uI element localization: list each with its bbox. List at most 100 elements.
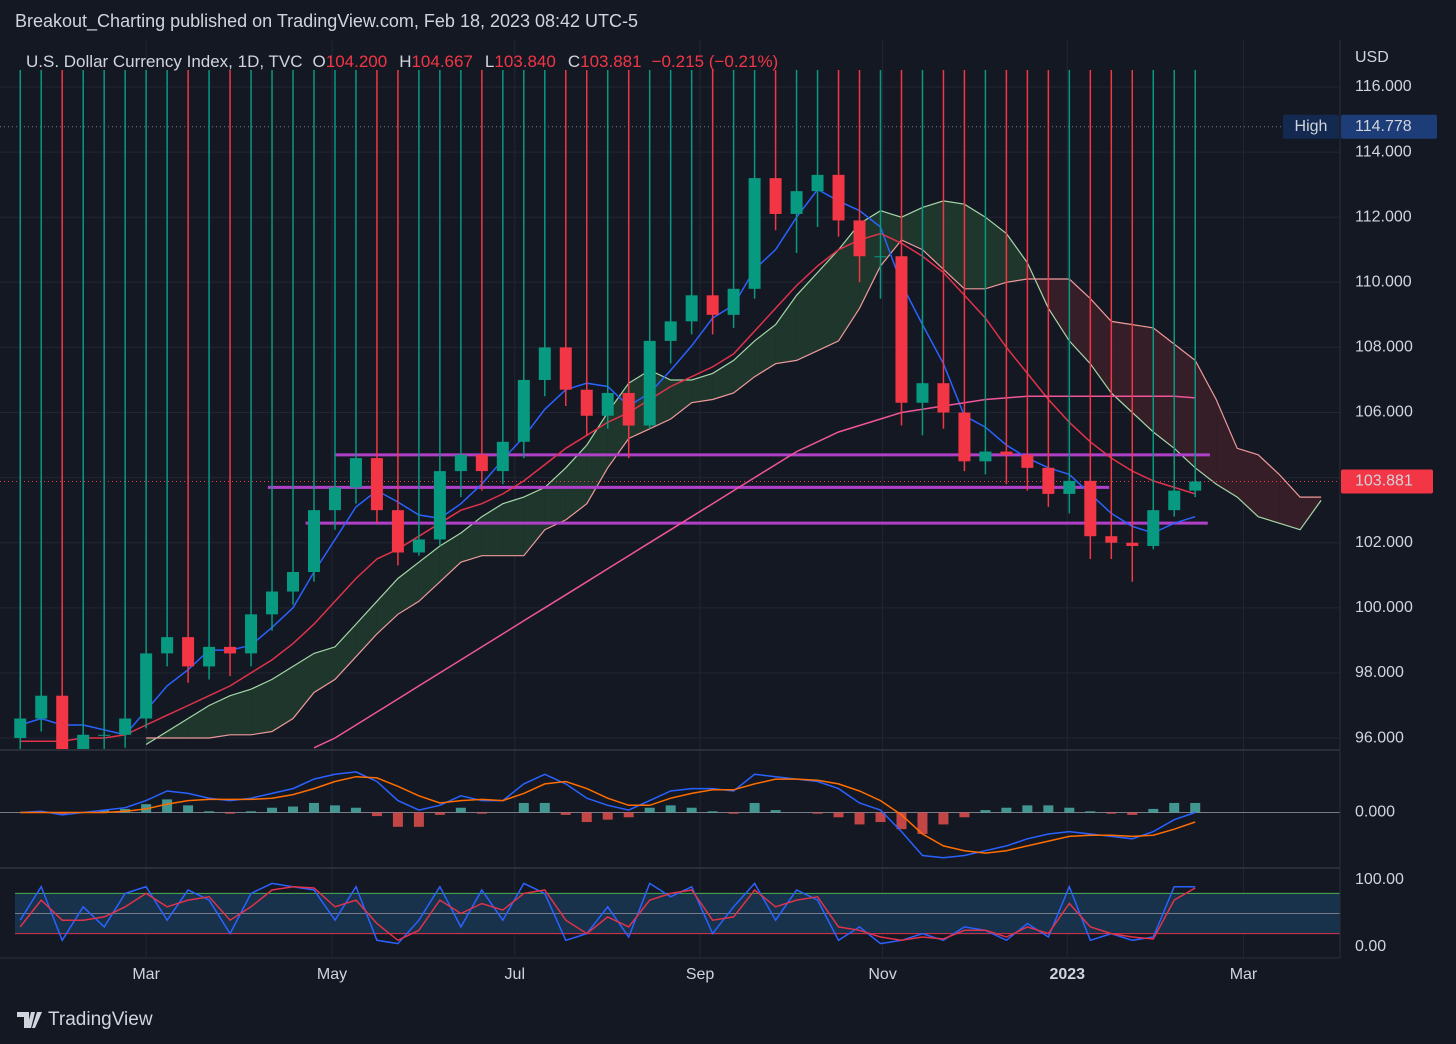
- histogram-bar: [288, 806, 299, 813]
- axes: Mar May Jul Sep Nov 2023 Mar 96.000 98.000 100.00…: [132, 78, 1437, 983]
- cloud-segment: [733, 340, 755, 393]
- histogram-bar: [770, 810, 781, 813]
- cloud-segment: [209, 695, 231, 739]
- high-value-box: [1341, 114, 1437, 139]
- cloud-segment: [670, 379, 692, 420]
- histogram-bar: [434, 812, 445, 815]
- candle-body: [811, 174, 824, 192]
- legend: U.S. Dollar Currency Index, 1D, TVC O104.…: [26, 52, 778, 71]
- indicator-panes: [15, 771, 1340, 945]
- legend-value: 104.667: [411, 52, 472, 71]
- candle-body: [601, 392, 614, 416]
- histogram-bar: [1043, 805, 1054, 813]
- histogram-bar: [1001, 807, 1012, 813]
- cloud-segment: [1069, 279, 1091, 364]
- candle-body: [1021, 454, 1034, 468]
- candle-body: [391, 510, 404, 553]
- cloud-segment: [334, 624, 356, 680]
- candle-body: [119, 718, 132, 735]
- cloud-segment: [272, 666, 294, 732]
- candle-body: [454, 454, 467, 472]
- histogram-bar: [938, 812, 949, 825]
- histogram-bar: [204, 811, 215, 813]
- histogram-bar: [455, 807, 466, 813]
- histogram-bar: [246, 811, 257, 813]
- x-tick-label: 2023: [1049, 966, 1085, 983]
- candle-body: [245, 614, 258, 654]
- cloud-segment: [796, 272, 818, 361]
- legend-key: H: [399, 52, 411, 71]
- histogram-bar: [225, 812, 236, 814]
- y-tick-label: 114.000: [1355, 143, 1412, 160]
- histogram-bar: [665, 805, 676, 813]
- cloud-segment: [691, 373, 713, 403]
- candle-body: [643, 340, 656, 426]
- histogram-bar: [99, 810, 110, 813]
- cloud-segment: [418, 545, 440, 602]
- cloud-segment: [1132, 324, 1154, 433]
- candle-body: [349, 458, 362, 488]
- histogram-bar: [308, 802, 319, 813]
- candle-body: [706, 295, 719, 315]
- cloud-segment: [712, 360, 734, 400]
- histogram-bar: [917, 812, 928, 834]
- candle-body: [56, 695, 69, 750]
- histogram-bar: [371, 812, 382, 817]
- candle-body: [769, 178, 782, 214]
- cloud-segment: [943, 200, 965, 289]
- cloud-segment: [1195, 360, 1217, 485]
- histogram-bar: [896, 812, 907, 830]
- histogram-bar: [413, 812, 424, 827]
- histogram-bar: [1190, 802, 1201, 813]
- candle-body: [433, 471, 446, 540]
- candle-body: [748, 178, 761, 289]
- y-tick-label: 0.00: [1355, 938, 1386, 955]
- candle-body: [224, 646, 237, 654]
- cloud-segment: [901, 207, 923, 250]
- candle-body: [517, 379, 530, 442]
- y-tick-label: 96.000: [1355, 729, 1404, 746]
- histogram-bar: [686, 807, 697, 813]
- histogram-bar: [1022, 805, 1033, 813]
- histogram-bar: [623, 812, 634, 818]
- candle-body: [287, 572, 300, 592]
- candle-body: [266, 591, 279, 615]
- candle-body: [1084, 480, 1097, 537]
- candle-body: [832, 174, 845, 221]
- candle-body: [35, 695, 48, 719]
- histogram-bar: [581, 812, 592, 823]
- high-label: High: [1295, 118, 1328, 135]
- stoch-d: [19, 885, 1196, 942]
- y-tick-label: 106.000: [1355, 404, 1413, 421]
- y-tick-label: 108.000: [1355, 339, 1413, 356]
- currency: USD: [1355, 49, 1389, 66]
- cloud-segment: [523, 487, 545, 556]
- candle-body: [496, 441, 509, 472]
- x-tick-label: Mar: [132, 966, 160, 983]
- candle-body: [98, 734, 111, 736]
- candle-body: [140, 653, 153, 719]
- cloud-segment: [775, 295, 797, 364]
- candle-body: [203, 646, 216, 667]
- legend-key: O: [313, 52, 326, 71]
- histogram-bar: [1106, 812, 1117, 814]
- cloud-segment: [817, 249, 839, 351]
- cloud-segment: [922, 200, 944, 270]
- cloud-segment: [167, 718, 189, 739]
- y-tick-label: 98.000: [1355, 664, 1404, 681]
- histogram-bar: [476, 812, 487, 814]
- candle-body: [1126, 542, 1139, 546]
- candle-body: [979, 451, 992, 462]
- candle-body: [559, 347, 572, 390]
- candle-body: [538, 347, 551, 380]
- histogram-bar: [833, 812, 844, 818]
- histogram-bar: [183, 805, 194, 813]
- candle-body: [307, 510, 320, 573]
- histogram-bar: [539, 802, 550, 813]
- cloud-segment: [1174, 344, 1196, 468]
- candle-body: [370, 458, 383, 511]
- legend-change: −0.215 (−0.21%): [652, 52, 779, 71]
- candle-body: [685, 295, 698, 322]
- cloud-segment: [985, 217, 1007, 289]
